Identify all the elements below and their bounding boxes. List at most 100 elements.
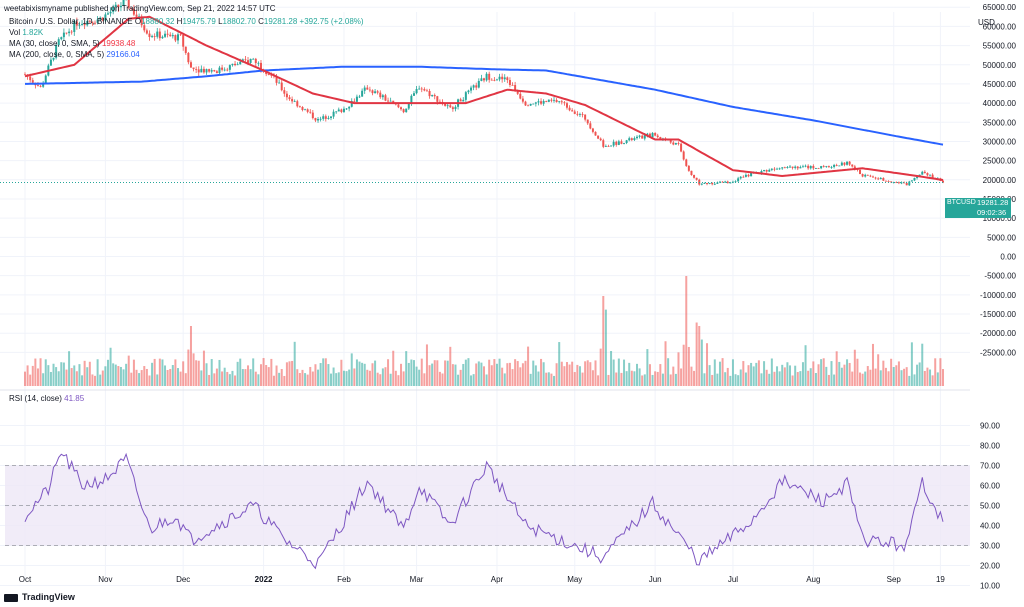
volume-bar [853,349,856,386]
volume-bar [781,364,784,386]
volume-bar [843,364,846,386]
volume-bar [376,372,379,386]
volume-bar [441,373,444,386]
volume-bar [490,365,493,386]
volume-bar [262,358,265,386]
candle-body [278,82,281,84]
time-axis[interactable]: Oct Nov Dec 2022 Feb Mar Apr May Jun Jul Aug Sep 19 [19,575,946,584]
time-tick-label: Apr [491,575,504,584]
candle-body [73,21,76,32]
candle-body [737,178,740,182]
rsi-tick-label: 60.00 [980,482,1001,491]
candle-body [739,176,742,179]
candle-body [189,62,192,68]
candle-body [285,93,288,98]
volume-bar [864,371,867,386]
volume-bar [799,371,802,386]
tradingview-logo[interactable]: TradingView [4,592,75,602]
candle-body [119,5,122,8]
candle-body [796,166,799,169]
volume-bar [869,369,872,386]
candle-body [573,111,576,114]
candle-body [931,174,934,179]
volume-bar [620,372,623,386]
candle-body [656,135,659,138]
candle-body [623,142,626,144]
candle-body [389,100,392,102]
volume-bar [882,360,885,386]
volume-legend[interactable]: Vol 1.82K [9,28,43,37]
rsi-label: RSI (14, close) [9,394,62,403]
candle-body [545,100,548,102]
candle-body [555,99,558,103]
rsi-tick-label: 10.00 [980,582,1001,591]
candle-body [840,162,843,166]
volume-bar [171,365,174,386]
candle-body [942,180,944,183]
candle-body [104,14,107,21]
candle-body [729,182,732,184]
price-tick-label: -25000.00 [980,348,1017,357]
candle-body [145,30,148,34]
volume-bar [161,359,164,386]
price-axis[interactable]: 65000.00 60000.00 55000.00 50000.00 45000.00… [980,3,1017,357]
volume-bar [122,369,125,386]
candle-body [540,101,543,104]
candle-body [838,165,841,167]
price-tick-label: -10000.00 [980,291,1017,300]
volume-bar [112,363,115,386]
volume-bar [296,369,299,386]
volume-bar [361,362,364,386]
volume-bar [685,276,688,386]
candle-body [415,89,418,94]
volume-bar [291,360,294,386]
volume-bar [540,358,543,386]
volume-bar [226,371,229,386]
volume-bar [604,309,607,386]
rsi-legend[interactable]: RSI (14, close) 41.85 [9,394,84,403]
candle-body [366,87,369,90]
candle-body [387,100,390,102]
candle-body [226,69,229,71]
volume-bar [215,368,218,386]
symbol-legend[interactable]: Bitcoin / U.S. Dollar, 1D, BINANCE O1888… [9,17,364,26]
candle-body [475,85,478,88]
volume-bar [459,369,462,386]
currency-label: USD [978,18,995,27]
candle-body [42,82,45,87]
price-tick-label: 25000.00 [983,157,1017,166]
candle-body [685,159,688,166]
volume-bar [335,373,338,386]
candle-body [929,174,932,176]
candle-body [778,168,781,170]
ma30-legend[interactable]: MA (30, close, 0, SMA, 5) 19938.48 [9,39,135,48]
candle-body [454,106,457,110]
candle-body [706,183,709,184]
rsi-axis[interactable]: 90.00 80.00 70.00 60.00 50.00 40.00 30.00 20.00… [980,422,1001,591]
volume-bar [532,360,535,386]
volume-bar [708,365,711,386]
volume-bar [789,365,791,386]
candle-body [208,69,211,72]
volume-bar [529,373,532,386]
candle-body [78,24,81,26]
volume-bar [921,343,924,386]
candle-body [340,109,343,112]
candle-body [532,103,535,105]
candle-body [324,116,327,119]
volume-bar [195,360,198,386]
volume-bar [936,372,939,386]
volume-bar [86,367,89,386]
volume-bar [179,371,182,386]
ma200-legend[interactable]: MA (200, close, 0, SMA, 5) 29166.04 [9,50,140,59]
candle-body [519,93,522,99]
candle-body [801,166,804,168]
candle-body [83,23,86,26]
volume-bar [44,359,47,386]
volume-bar [558,342,561,386]
candle-body [431,95,434,97]
candle-body [353,100,356,102]
candle-body [693,175,696,178]
candle-body [332,111,335,117]
